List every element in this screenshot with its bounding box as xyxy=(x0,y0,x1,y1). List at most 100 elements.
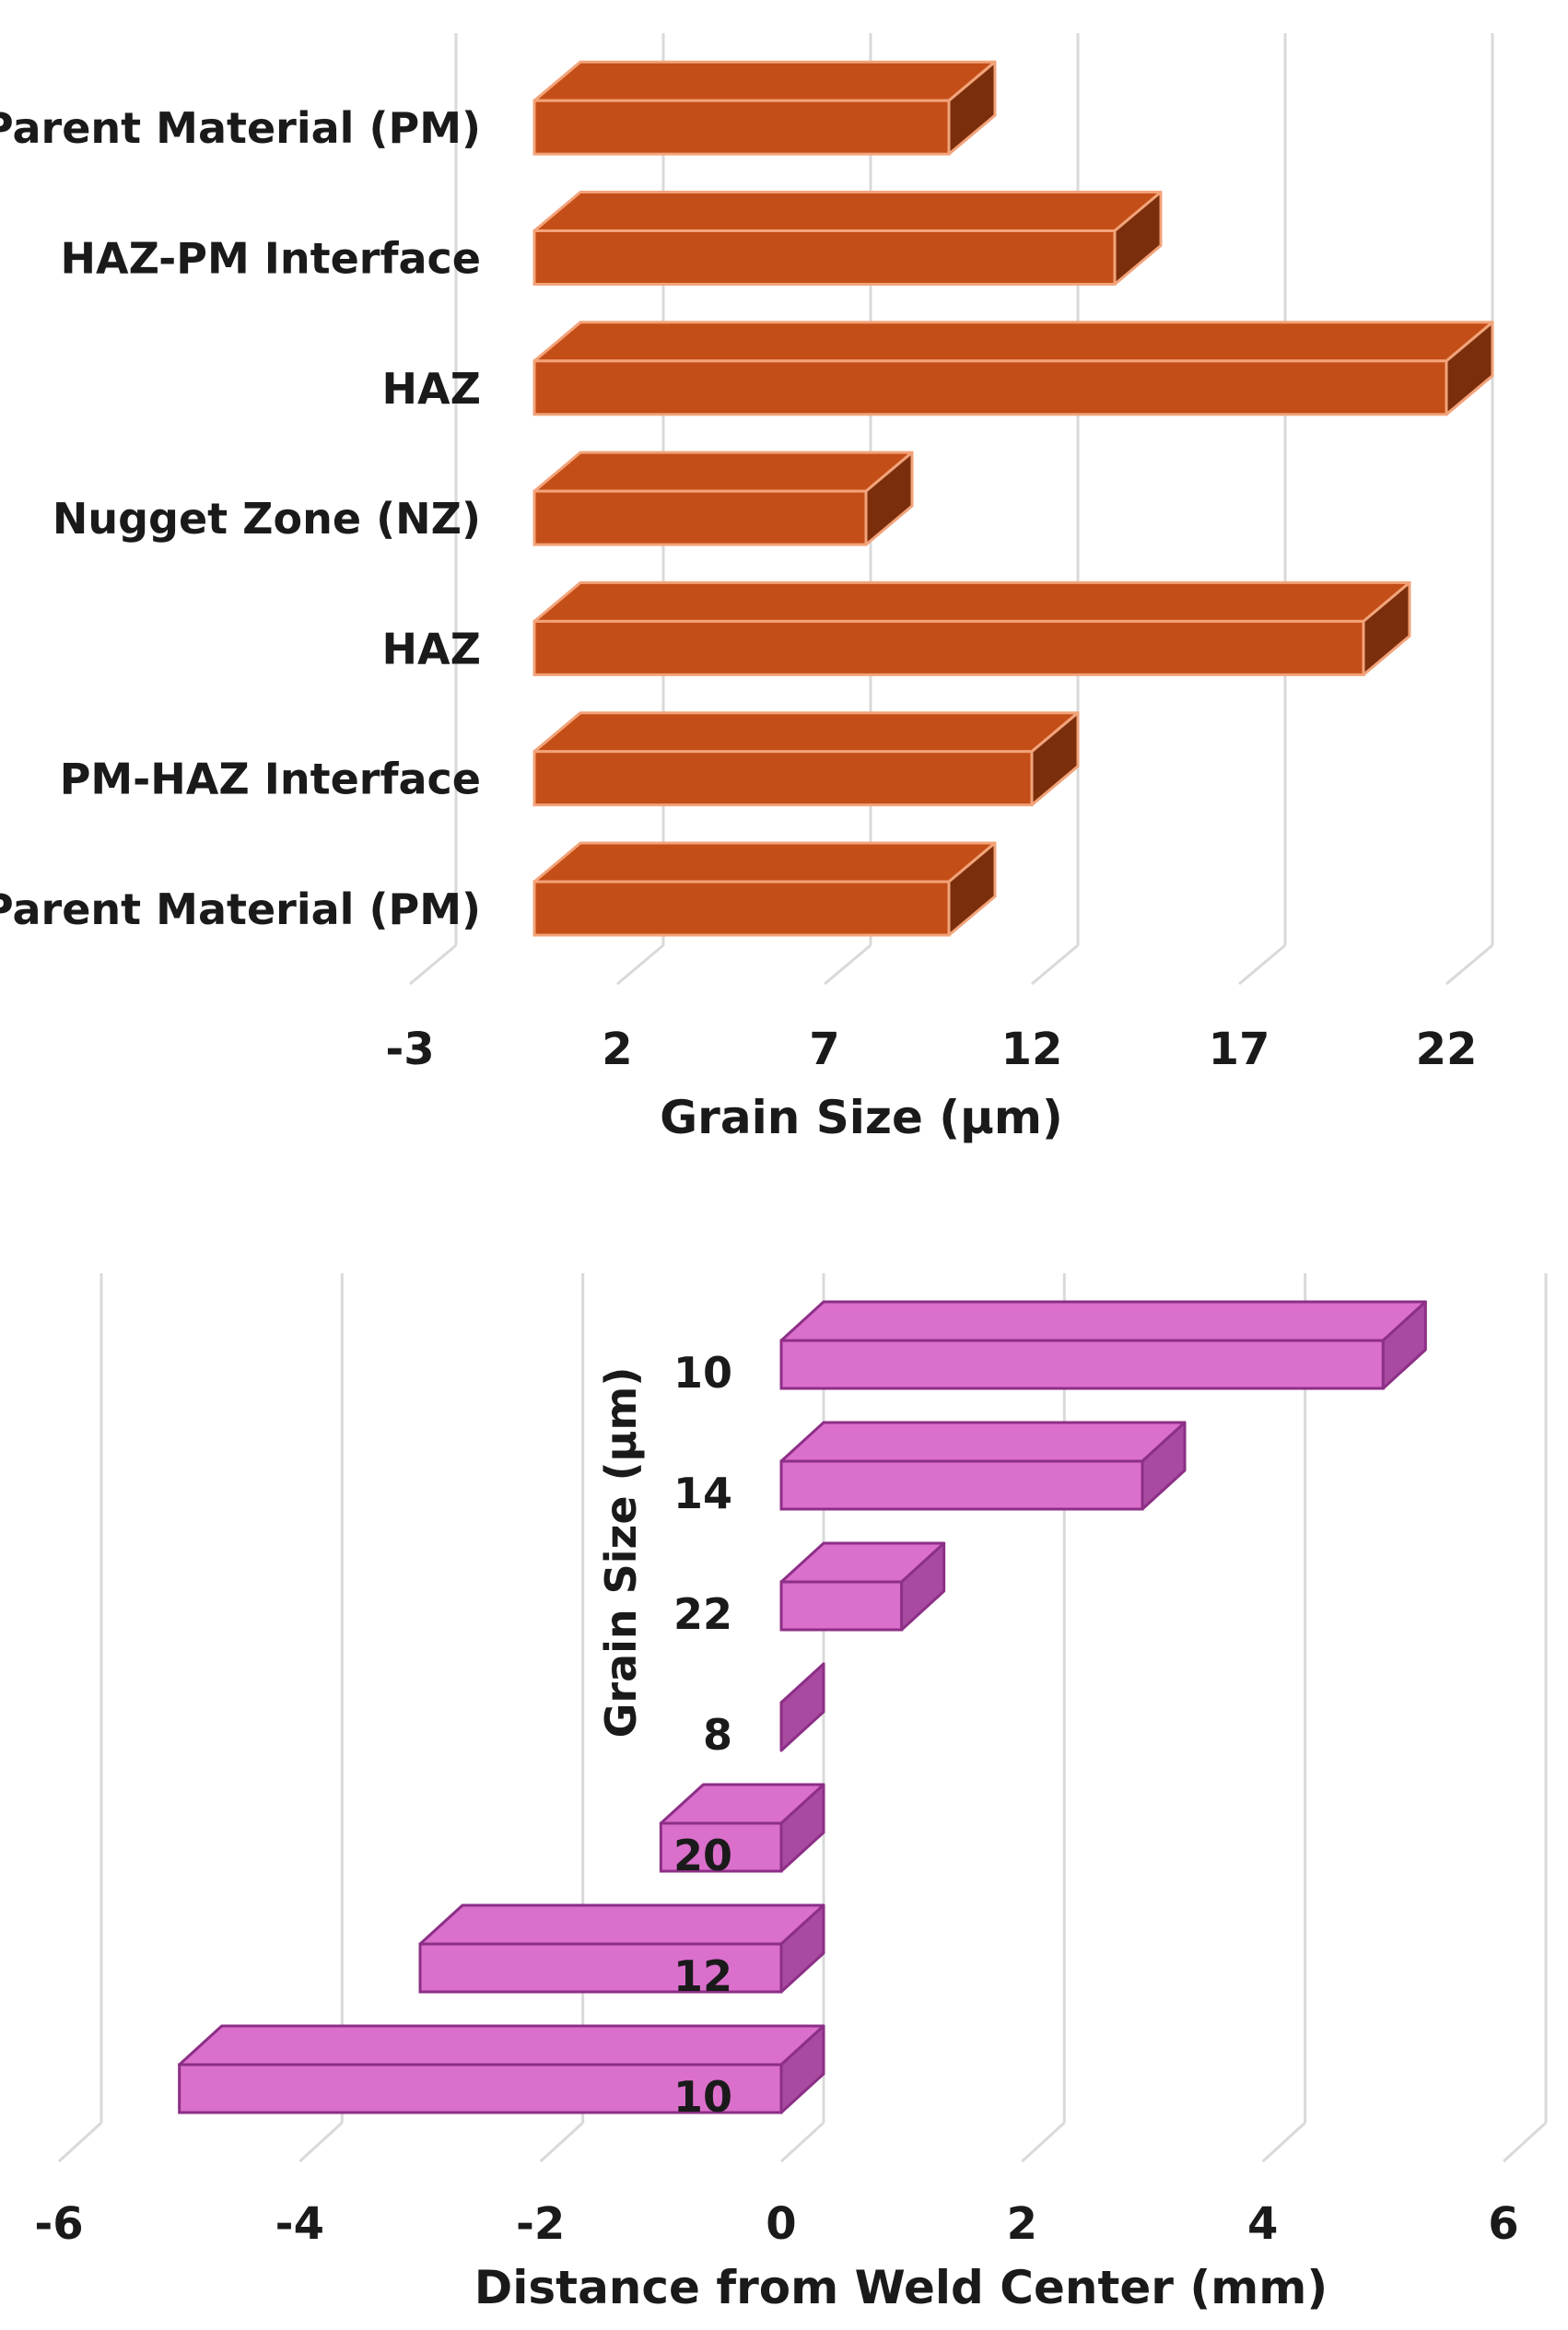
x-tick-label: -4 xyxy=(275,2198,324,2250)
bar-side-face xyxy=(1445,321,1494,416)
bar-side-face xyxy=(1362,580,1411,676)
bar-top-face xyxy=(418,1903,825,1946)
bar-top-face xyxy=(178,2024,825,2067)
bar-side-face xyxy=(779,1783,825,1873)
bar-side-face xyxy=(1141,1421,1187,1511)
grain-size-vs-distance-chart: 10 12 20 8 22 14 10 -6 -4 -2 0 2 4 6 Grain Size (μm)… xyxy=(34,1273,1548,2314)
bar-front-face xyxy=(532,750,1034,807)
bottom-y-axis-label: Grain Size (μm) xyxy=(596,1367,646,1739)
category-label: HAZ-PM Interface xyxy=(61,234,482,284)
bar-front-face xyxy=(532,229,1117,286)
gridline-foot xyxy=(1445,943,1493,986)
bar-top-face xyxy=(532,841,997,884)
gridline-foot xyxy=(1021,2121,1066,2163)
category-label: HAZ xyxy=(382,364,481,414)
bar-front-face xyxy=(532,359,1448,416)
category-label: 10 xyxy=(673,1348,732,1398)
bar-side-face xyxy=(1113,191,1163,286)
bar-front-face xyxy=(532,99,951,156)
bar-top-face xyxy=(532,191,1163,232)
bar-side-face xyxy=(947,60,997,156)
gridline-foot xyxy=(57,2121,103,2163)
bar-front-face xyxy=(779,1580,904,1632)
x-tick-label: -3 xyxy=(385,1024,434,1075)
gridline-foot xyxy=(1238,943,1286,986)
category-label: 22 xyxy=(673,1589,732,1639)
bar-front-face xyxy=(779,1339,1385,1390)
bar-front-face xyxy=(178,2063,783,2114)
bar-side-face xyxy=(947,841,997,937)
bar-front-face xyxy=(779,1459,1144,1511)
bar-side-face xyxy=(1030,711,1080,807)
bar xyxy=(532,60,997,156)
bar xyxy=(532,841,997,937)
gridline-foot xyxy=(298,2121,344,2163)
gridline-foot xyxy=(779,2121,825,2163)
x-tick-label: 2 xyxy=(602,1024,632,1075)
category-label: Parent Material (PM) xyxy=(0,103,481,153)
x-tick-label: -6 xyxy=(34,2198,83,2250)
bar-front-face xyxy=(659,1821,783,1873)
bottom-x-axis-label: Distance from Weld Center (mm) xyxy=(474,2261,1328,2314)
category-label: Parent Material (PM) xyxy=(0,884,481,934)
bar-top-face xyxy=(532,711,1080,754)
bar-front-face xyxy=(532,880,951,937)
x-tick-label: 7 xyxy=(809,1024,839,1075)
bar-front-face xyxy=(418,1942,783,1994)
bottom-x-tick-labels: -6 -4 -2 0 2 4 6 xyxy=(34,2198,1518,2250)
bar xyxy=(532,711,1080,807)
category-label: HAZ xyxy=(382,624,481,673)
top-x-axis-label: Grain Size (μm) xyxy=(660,1091,1063,1144)
gridline-foot xyxy=(409,943,457,986)
bar xyxy=(659,1783,825,1873)
bar xyxy=(779,1541,946,1632)
bar xyxy=(779,1421,1187,1511)
category-label: 10 xyxy=(673,2072,732,2122)
top-category-labels: Parent Material (PM) PM-HAZ Interface HAZ N… xyxy=(0,103,481,934)
category-label: PM-HAZ Interface xyxy=(60,755,481,804)
category-label: 8 xyxy=(703,1710,732,1760)
bar xyxy=(532,451,914,546)
top-bars xyxy=(532,60,1494,937)
category-label: Nugget Zone (NZ) xyxy=(53,494,481,544)
bar-top-face xyxy=(779,1421,1187,1463)
gridline-foot xyxy=(539,2121,584,2163)
bottom-bar-labels: 10 12 20 8 22 14 10 xyxy=(673,1348,732,2122)
bar xyxy=(532,191,1163,286)
category-label: 20 xyxy=(673,1831,732,1880)
bar-top-face xyxy=(532,60,997,102)
bar xyxy=(779,1662,825,1752)
bottom-bars xyxy=(178,1300,1427,2114)
x-tick-label: 22 xyxy=(1416,1024,1478,1075)
x-tick-label: -2 xyxy=(516,2198,565,2250)
x-tick-label: 0 xyxy=(766,2198,796,2250)
bar-top-face xyxy=(779,1300,1427,1342)
bar-top-face xyxy=(532,451,914,493)
bar xyxy=(532,580,1411,676)
grain-size-by-zone-chart: Parent Material (PM) PM-HAZ Interface HAZ N… xyxy=(0,33,1494,1144)
x-tick-label: 12 xyxy=(1001,1024,1063,1075)
category-label: 14 xyxy=(673,1469,732,1518)
bar-side-face xyxy=(779,1662,825,1752)
gridline-foot xyxy=(616,943,664,986)
bar-side-face xyxy=(779,2024,825,2114)
category-label: 12 xyxy=(673,1951,732,2001)
gridline-foot xyxy=(1261,2121,1306,2163)
gridline-foot xyxy=(824,943,872,986)
bar-side-face xyxy=(864,451,914,546)
bar-side-face xyxy=(1381,1300,1427,1390)
x-tick-label: 17 xyxy=(1209,1024,1270,1075)
x-tick-label: 4 xyxy=(1247,2198,1278,2250)
x-tick-label: 6 xyxy=(1488,2198,1518,2250)
bar xyxy=(178,2024,825,2114)
bar-side-face xyxy=(779,1903,825,1994)
bar-side-face xyxy=(900,1541,946,1632)
bar-top-face xyxy=(532,580,1411,623)
bar xyxy=(532,321,1494,416)
bar xyxy=(779,1300,1427,1390)
gridline-foot xyxy=(1502,2121,1548,2163)
gridline-foot xyxy=(1031,943,1079,986)
bar-top-face xyxy=(532,321,1494,363)
top-x-tick-labels: -3 2 7 12 17 22 xyxy=(385,1024,1477,1075)
bar-front-face xyxy=(532,619,1365,676)
